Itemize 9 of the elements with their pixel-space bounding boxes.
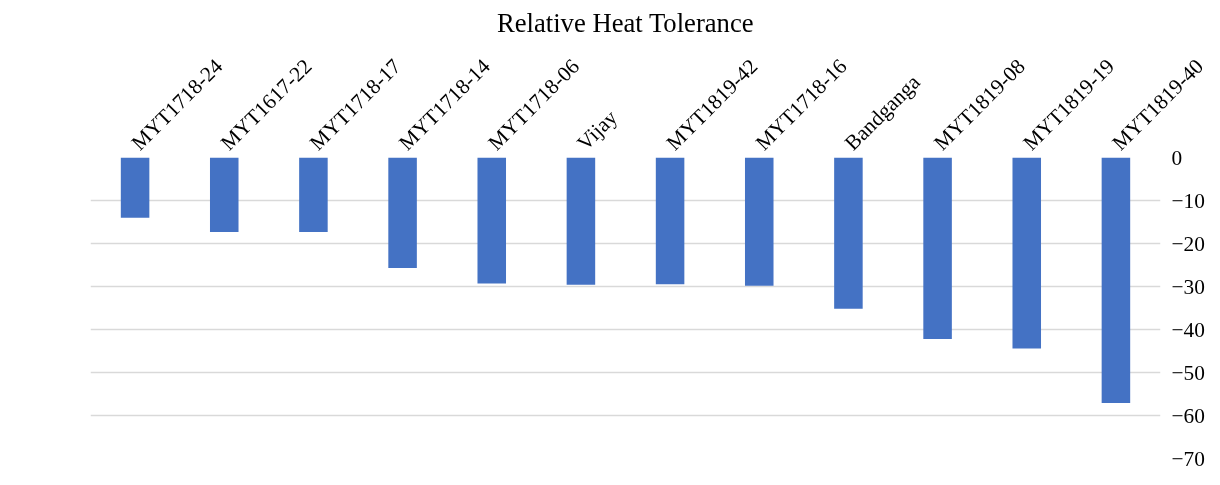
y-tick-label: −70	[1171, 446, 1205, 471]
y-tick-label: −60	[1171, 403, 1205, 428]
y-tick-label: −20	[1171, 231, 1205, 256]
y-tick-label: 0	[1171, 145, 1183, 170]
y-tick-label: −10	[1171, 188, 1205, 213]
y-tick-label: −30	[1171, 274, 1205, 299]
chart-title: Relative Heat Tolerance	[496, 7, 754, 38]
y-tick-label: −40	[1171, 317, 1205, 342]
y-tick-label: −50	[1171, 360, 1205, 385]
